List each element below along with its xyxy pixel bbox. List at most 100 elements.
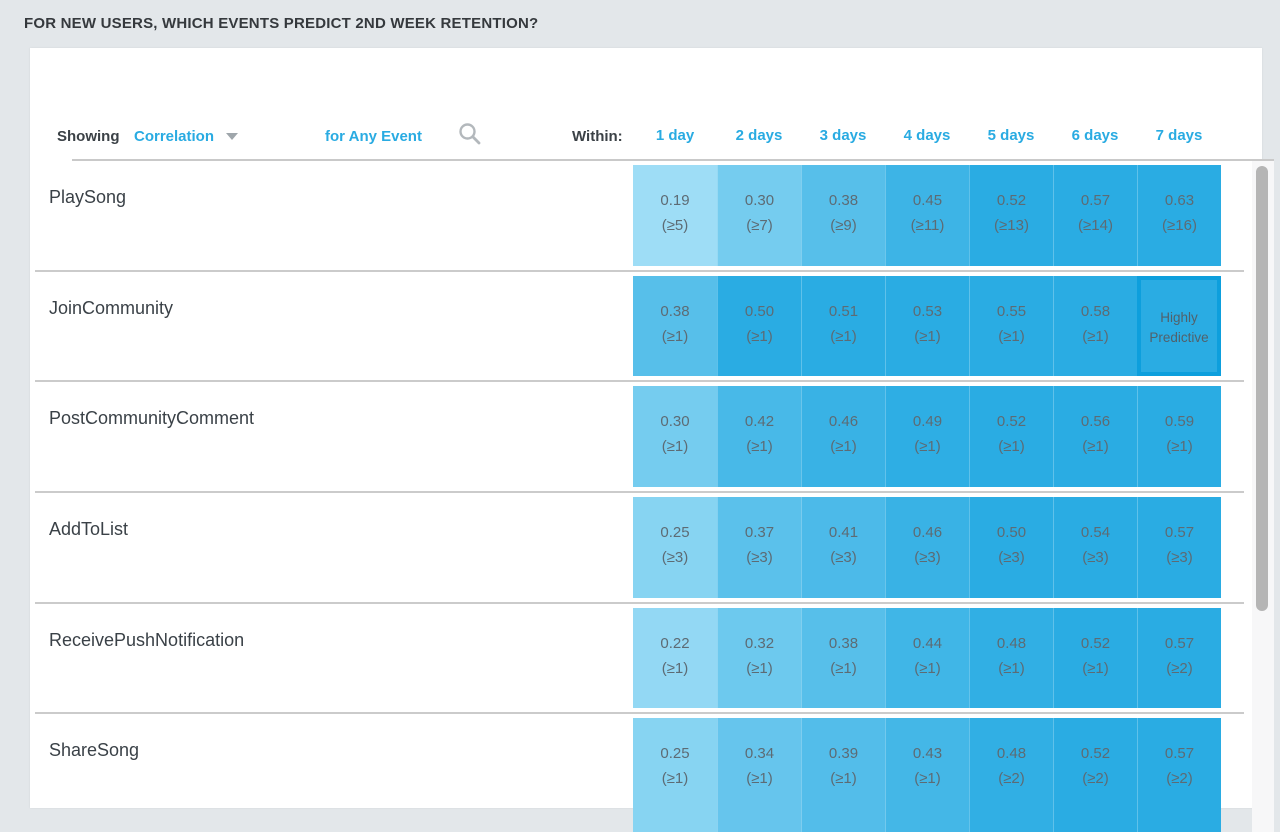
heat-cell[interactable]: 0.48 (≥2) [969, 718, 1053, 832]
event-count-threshold: (≥1) [661, 659, 689, 677]
event-count-threshold: (≥13) [994, 217, 1029, 234]
event-count-threshold: (≥1) [998, 438, 1025, 456]
heat-cell[interactable]: 0.57 (≥3) [1137, 497, 1221, 598]
heat-row: 0.38 (≥1) 0.50 (≥1) 0.51 (≥1) 0.53 (≥1) 0.55 (≥1)… [633, 275, 1221, 377]
event-count-threshold: (≥1) [746, 770, 773, 788]
heat-cell[interactable]: 0.19 (≥5) [633, 165, 717, 266]
highly-predictive-cell[interactable]: Highly Predictive [1137, 275, 1221, 377]
heat-cell[interactable]: 0.58 (≥1) [1053, 275, 1137, 377]
correlation-value: 0.57 [1164, 745, 1195, 763]
heat-cell[interactable]: 0.53 (≥1) [885, 275, 969, 377]
heat-cell[interactable]: 0.25 (≥3) [633, 497, 717, 598]
page-title: FOR NEW USERS, WHICH EVENTS PREDICT 2ND … [24, 15, 539, 32]
heat-cell[interactable]: 0.57 (≥2) [1137, 607, 1221, 709]
heat-cell[interactable]: 0.46 (≥1) [801, 386, 885, 488]
event-row: ShareSong 0.25 (≥1) 0.34 (≥1) 0.39 (≥1) 0.43 (≥1… [30, 714, 1262, 832]
rows: PlaySong 0.19 (≥5) 0.30 (≥7) 0.38 (≥9) 0.45 (≥11… [30, 161, 1262, 832]
heat-cell[interactable]: 0.56 (≥1) [1053, 386, 1137, 488]
column-header-6-days[interactable]: 6 days [1071, 127, 1119, 144]
correlation-value: 0.38 [660, 302, 690, 320]
correlation-value: 0.55 [996, 302, 1027, 320]
heat-cell[interactable]: 0.39 (≥1) [801, 718, 885, 832]
chevron-down-icon[interactable] [226, 133, 238, 140]
heat-cell[interactable]: 0.38 (≥1) [801, 607, 885, 709]
event-count-threshold: (≥1) [914, 770, 941, 788]
column-header-2-days[interactable]: 2 days [735, 127, 783, 144]
column-header-5-days[interactable]: 5 days [987, 127, 1035, 144]
correlation-value: 0.54 [1080, 524, 1111, 542]
heat-cell[interactable]: 0.59 (≥1) [1137, 386, 1221, 488]
row-divider [35, 269, 1244, 272]
column-header-3-days[interactable]: 3 days [819, 127, 867, 144]
event-filter-button[interactable]: for Any Event [325, 128, 422, 145]
heat-cell[interactable]: 0.30 (≥1) [633, 386, 717, 488]
heat-cell[interactable]: 0.44 (≥1) [885, 607, 969, 709]
heat-cell[interactable]: 0.37 (≥3) [717, 497, 801, 598]
heat-cell[interactable]: 0.30 (≥7) [717, 165, 801, 266]
heat-cell[interactable]: 0.25 (≥1) [633, 718, 717, 832]
heat-cell[interactable]: 0.57 (≥14) [1053, 165, 1137, 266]
row-divider [35, 601, 1244, 604]
heat-row: 0.22 (≥1) 0.32 (≥1) 0.38 (≥1) 0.44 (≥1) 0.48 (≥1)… [633, 607, 1221, 709]
event-count-threshold: (≥1) [1082, 327, 1109, 345]
event-count-threshold: (≥1) [1082, 438, 1109, 456]
heat-cell[interactable]: 0.52 (≥1) [969, 386, 1053, 488]
heat-cell[interactable]: 0.51 (≥1) [801, 275, 885, 377]
correlation-value: 0.53 [912, 302, 943, 320]
column-header-4-days[interactable]: 4 days [903, 127, 951, 144]
heat-cell[interactable]: 0.49 (≥1) [885, 386, 969, 488]
heat-cell[interactable]: 0.46 (≥3) [885, 497, 969, 598]
heat-cell[interactable]: 0.38 (≥1) [633, 275, 717, 377]
event-count-threshold: (≥1) [1082, 659, 1109, 677]
heat-cell[interactable]: 0.50 (≥1) [717, 275, 801, 377]
column-header-7-days[interactable]: 7 days [1155, 127, 1203, 144]
correlation-value: 0.48 [996, 634, 1027, 652]
correlation-value: 0.52 [1080, 634, 1111, 652]
column-header-1-day[interactable]: 1 day [655, 127, 695, 144]
event-count-threshold: (≥3) [1166, 549, 1193, 567]
correlation-value: 0.63 [1164, 192, 1195, 209]
correlation-value: 0.41 [828, 524, 859, 542]
heat-cell[interactable]: 0.34 (≥1) [717, 718, 801, 832]
correlation-value: 0.50 [744, 302, 775, 320]
event-count-threshold: (≥11) [910, 217, 945, 234]
heat-cell[interactable]: 0.54 (≥3) [1053, 497, 1137, 598]
correlation-value: 0.57 [1080, 192, 1111, 209]
heat-cell[interactable]: 0.22 (≥1) [633, 607, 717, 709]
showing-label: Showing [57, 128, 120, 145]
heat-cell[interactable]: 0.55 (≥1) [969, 275, 1053, 377]
event-count-threshold: (≥1) [661, 438, 689, 456]
heat-cell[interactable]: 0.32 (≥1) [717, 607, 801, 709]
scrollbar-thumb[interactable] [1256, 166, 1268, 611]
event-count-threshold: (≥1) [830, 438, 857, 456]
event-count-threshold: (≥1) [998, 327, 1025, 345]
correlation-value: 0.59 [1164, 413, 1195, 431]
correlation-value: 0.49 [912, 413, 943, 431]
heat-cell[interactable]: 0.52 (≥2) [1053, 718, 1137, 832]
heat-cell[interactable]: 0.48 (≥1) [969, 607, 1053, 709]
heat-cell[interactable]: 0.45 (≥11) [885, 165, 969, 266]
row-divider [35, 491, 1244, 494]
correlation-value: 0.43 [912, 745, 943, 763]
heat-cell[interactable]: 0.50 (≥3) [969, 497, 1053, 598]
heat-cell[interactable]: 0.52 (≥13) [969, 165, 1053, 266]
event-count-threshold: (≥2) [998, 770, 1025, 788]
correlation-value: 0.50 [996, 524, 1027, 542]
event-count-threshold: (≥14) [1078, 217, 1113, 234]
event-name: PostCommunityComment [49, 408, 255, 429]
heat-cell[interactable]: 0.52 (≥1) [1053, 607, 1137, 709]
heat-cell[interactable]: 0.63 (≥16) [1137, 165, 1221, 266]
event-count-threshold: (≥1) [1166, 438, 1193, 456]
metric-dropdown[interactable]: Correlation [134, 128, 215, 145]
heat-cell[interactable]: 0.43 (≥1) [885, 718, 969, 832]
heat-cell[interactable]: 0.42 (≥1) [717, 386, 801, 488]
heat-cell[interactable]: 0.38 (≥9) [801, 165, 885, 266]
heat-cell[interactable]: 0.57 (≥2) [1137, 718, 1221, 832]
event-count-threshold: (≥1) [746, 327, 773, 345]
search-icon[interactable] [458, 122, 482, 146]
correlation-value: 0.52 [1080, 745, 1111, 763]
correlation-value: 0.25 [660, 745, 690, 763]
heat-cell[interactable]: 0.41 (≥3) [801, 497, 885, 598]
heat-row: 0.25 (≥3) 0.37 (≥3) 0.41 (≥3) 0.46 (≥3) 0.50 (≥3)… [633, 497, 1221, 598]
event-count-threshold: (≥1) [830, 327, 857, 345]
